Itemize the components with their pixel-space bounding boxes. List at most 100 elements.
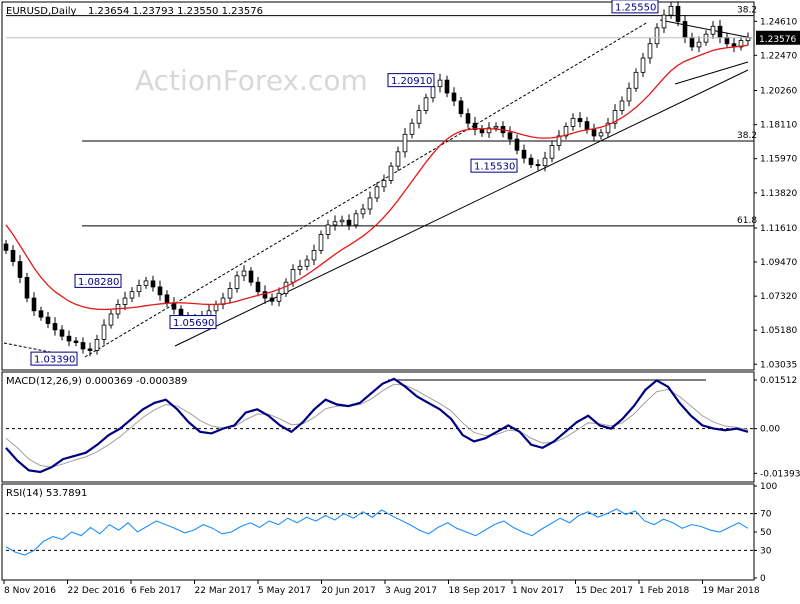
candle-body [73, 340, 79, 343]
candle-body [17, 261, 23, 278]
candle-body [738, 40, 744, 48]
candle-body [710, 25, 716, 35]
candle-body [640, 57, 646, 73]
symbol-label: EURUSD,Daily [6, 6, 77, 17]
time-tick-label: 18 Sep 2017 [449, 586, 506, 596]
time-tick-label: 5 May 2017 [258, 586, 311, 596]
candle-body [549, 145, 555, 159]
time-tick-label: 6 Feb 2017 [131, 586, 181, 596]
candle-body [416, 110, 422, 124]
price-annotation-label: 1.20910 [391, 76, 432, 87]
macd-title: MACD(12,26,9) 0.000369 -0.000389 [6, 376, 187, 387]
time-tick-label: 3 Aug 2017 [385, 586, 437, 596]
fib-label: 38.2 [737, 131, 757, 141]
price-annotations: 1.08280 1.03390 1.05690 1.20910 1.15530 1.255… [30, 0, 659, 366]
candle-body [206, 310, 212, 316]
fib-label: 61.8 [737, 216, 757, 226]
candle-body [101, 324, 107, 340]
candle-body [276, 292, 282, 302]
candle-body [241, 270, 247, 277]
candle-body [626, 87, 632, 102]
candle-body [59, 329, 65, 337]
candle-body [129, 291, 135, 299]
rsi-panel-frame [1, 483, 755, 581]
current-price-marker: 1.23576 [6, 30, 800, 45]
price-tick-label: 1.05180 [760, 326, 797, 336]
candle-body [164, 294, 170, 304]
candle-body [647, 43, 653, 59]
candle-body [283, 281, 289, 294]
candle-body [612, 110, 618, 124]
candle-body [66, 335, 72, 342]
candle-body [486, 127, 492, 134]
candle-body [402, 133, 408, 153]
candle-body [437, 79, 443, 88]
candle-body [31, 297, 37, 312]
candle-body [38, 310, 44, 318]
time-tick-label: 22 Dec 2016 [68, 586, 126, 596]
candle-body [493, 125, 499, 129]
time-tick-label: 8 Nov 2016 [4, 586, 56, 596]
price-tick-label: 1.11610 [760, 224, 797, 234]
candle-body [94, 338, 100, 351]
price-tick-label: 1.20260 [760, 86, 797, 96]
candle-body [3, 243, 9, 251]
candle-body [465, 113, 471, 124]
candle-body [507, 132, 513, 140]
candle-body [598, 132, 604, 137]
candle-body [45, 316, 51, 324]
candle-body [591, 129, 597, 137]
candle-body [374, 186, 380, 199]
current-price-box [756, 30, 800, 45]
candle-body [108, 313, 114, 326]
macd-tick-label: -0.01393 [760, 469, 800, 479]
candle-body [80, 342, 86, 350]
time-tick-label: 1 Feb 2018 [639, 586, 690, 596]
candle-body [696, 41, 702, 48]
candle-body [213, 304, 219, 312]
rsi-indicator: 100 70 50 30 0 [5, 482, 777, 584]
ma-line [5, 44, 749, 311]
candle-body [668, 5, 674, 16]
candle-body [444, 79, 450, 94]
candle-body [689, 36, 695, 48]
candle-body [290, 269, 296, 283]
price-annotation-label: 1.15530 [474, 162, 515, 173]
price-tick-label: 1.22470 [760, 51, 797, 61]
price-axis: 1.24610 1.22470 1.20260 1.18110 1.15970 1.138… [754, 17, 797, 370]
candle-body [451, 92, 457, 102]
candle-body [395, 151, 401, 167]
candle-body [584, 121, 590, 130]
time-axis: 8 Nov 2016 22 Dec 2016 6 Feb 2017 22 Mar 20… [3, 580, 760, 596]
macd-indicator: 0.01512 0.00 -0.01393 [5, 376, 800, 479]
price-annotation-label: 1.25550 [615, 2, 656, 13]
candle-body [157, 286, 163, 296]
candle-body [409, 122, 415, 135]
rsi-tick-label: 70 [760, 510, 772, 520]
candle-body [136, 284, 142, 293]
candle-body [143, 280, 149, 286]
price-annotation-box [169, 315, 217, 330]
ohlc-label: 1.23654 1.23793 1.23550 1.23576 [88, 6, 263, 17]
candlesticks [3, 1, 751, 357]
candle-body [122, 297, 128, 305]
watermark: ActionForex.com [135, 64, 368, 97]
candle-body [542, 157, 548, 167]
trendline-channel [84, 21, 649, 358]
candle-body [724, 36, 730, 45]
price-annotation-box [387, 73, 435, 88]
price-tick-label: 1.13820 [760, 189, 797, 199]
rsi-line [5, 508, 749, 556]
candle-body [318, 234, 324, 251]
price-panel-frame [1, 1, 755, 371]
moving-average [5, 44, 749, 311]
fib-label: 38.2 [737, 6, 757, 16]
rsi-tick-label: 100 [760, 482, 777, 492]
price-annotation-label: 1.05690 [173, 318, 214, 329]
current-price-label: 1.23576 [759, 35, 796, 45]
candle-body [262, 291, 268, 299]
candle-body [353, 213, 359, 226]
time-tick-label: 19 Mar 2018 [703, 586, 760, 596]
